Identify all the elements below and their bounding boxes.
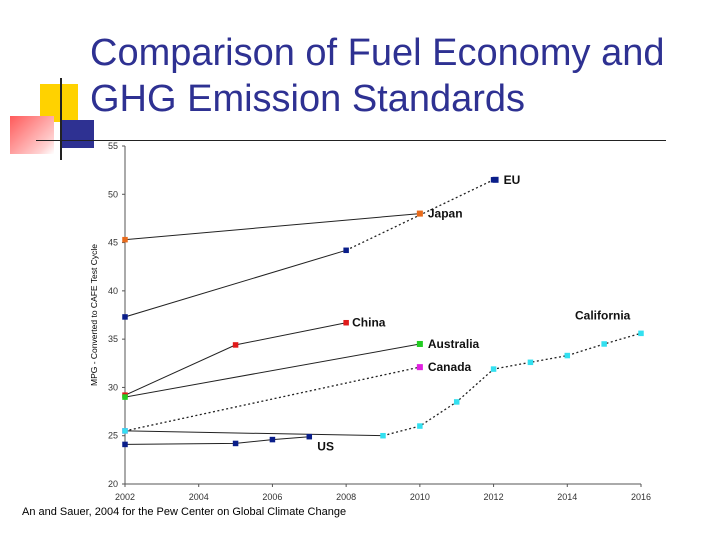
y-tick-label: 45 bbox=[108, 238, 118, 248]
series-line-australia bbox=[124, 343, 420, 398]
x-tick-label: 2008 bbox=[336, 492, 356, 502]
x-tick-label: 2006 bbox=[262, 492, 282, 502]
x-tick-label: 2004 bbox=[189, 492, 209, 502]
x-tick-label: 2016 bbox=[631, 492, 651, 502]
data-point-china bbox=[343, 319, 349, 326]
data-point-california bbox=[490, 366, 497, 372]
data-point-california bbox=[527, 359, 534, 366]
series-line-eu bbox=[124, 249, 347, 318]
x-tick-label: 2012 bbox=[484, 492, 504, 502]
series-line-california bbox=[124, 430, 384, 437]
data-point-us bbox=[122, 441, 128, 448]
data-point-china bbox=[232, 342, 239, 348]
series-label-eu: EU bbox=[504, 173, 521, 187]
data-point-california bbox=[122, 428, 128, 434]
decor-horizontal-rule bbox=[36, 140, 666, 141]
data-point-eu bbox=[122, 314, 128, 320]
series-line-us bbox=[124, 436, 310, 445]
legend-swatch-canada bbox=[416, 364, 423, 371]
y-axis-label: MPG - Converted to CAFE Test Cycle bbox=[89, 244, 99, 386]
series-label-australia: Australia bbox=[428, 337, 480, 351]
series-label-us: US bbox=[317, 440, 334, 454]
decor-red-square bbox=[10, 116, 54, 154]
data-point-us bbox=[306, 433, 313, 440]
series-label-japan: Japan bbox=[428, 207, 463, 221]
legend-swatch-japan bbox=[416, 210, 423, 217]
decor-vertical-rule bbox=[60, 78, 62, 160]
data-point-japan bbox=[122, 236, 128, 243]
title-line-1: Comparison of Fuel Economy and bbox=[90, 32, 665, 74]
slide-title: Comparison of Fuel Economy and GHG Emiss… bbox=[90, 30, 710, 122]
decor-blue-square bbox=[62, 120, 94, 148]
title-line-2: GHG Emission Standards bbox=[90, 78, 526, 120]
legend-swatch-australia bbox=[416, 340, 423, 347]
data-point-california bbox=[453, 399, 460, 405]
data-point-us bbox=[269, 436, 276, 443]
data-point-california bbox=[638, 330, 644, 337]
series-label-canada: Canada bbox=[428, 360, 472, 374]
x-tick-label: 2010 bbox=[410, 492, 430, 502]
data-point-california bbox=[417, 423, 423, 429]
x-tick-label: 2002 bbox=[115, 492, 135, 502]
source-caption: An and Sauer, 2004 for the Pew Center on… bbox=[22, 506, 347, 518]
data-point-california bbox=[380, 432, 386, 439]
series-line-california bbox=[382, 332, 642, 437]
y-tick-label: 55 bbox=[108, 141, 118, 151]
data-point-australia bbox=[122, 394, 128, 400]
data-point-california bbox=[564, 352, 571, 359]
x-tick-label: 2014 bbox=[557, 492, 577, 502]
series-label-china: China bbox=[352, 316, 386, 330]
series-label-california: California bbox=[575, 308, 631, 322]
decor-yellow-square bbox=[40, 84, 78, 122]
legend-swatch-eu bbox=[492, 176, 499, 183]
y-tick-label: 20 bbox=[108, 479, 118, 489]
y-tick-label: 30 bbox=[108, 382, 118, 392]
y-tick-label: 50 bbox=[108, 189, 118, 199]
y-tick-label: 40 bbox=[108, 286, 118, 296]
y-tick-label: 25 bbox=[108, 431, 118, 441]
y-tick-label: 35 bbox=[108, 334, 118, 344]
data-point-california bbox=[601, 341, 607, 347]
series-line-china bbox=[124, 322, 347, 396]
data-point-eu bbox=[343, 247, 349, 254]
series-line-japan bbox=[124, 213, 420, 241]
series-line-canada bbox=[124, 366, 421, 432]
data-point-us bbox=[232, 440, 239, 447]
